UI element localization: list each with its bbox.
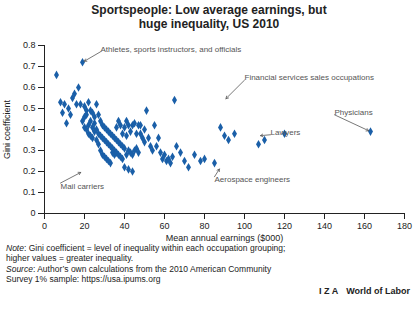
html-text:Source: Author’s own calculati: Source: Author’s own calculations from t… — [6, 264, 272, 284]
svg-text:0: 0 — [30, 208, 35, 218]
html-text:I Z A: I Z A — [319, 286, 339, 296]
svg-text:140: 140 — [317, 221, 332, 231]
svg-text:0.6: 0.6 — [23, 82, 36, 92]
svg-text:0.2: 0.2 — [23, 166, 36, 176]
svg-text:Aerospace engineers: Aerospace engineers — [215, 175, 291, 184]
svg-text:0.8: 0.8 — [23, 40, 36, 50]
svg-text:Mean annual earnings ($000): Mean annual earnings ($000) — [166, 233, 284, 243]
svg-text:Lawyers: Lawyers — [271, 128, 301, 137]
html-text:Note: Gini coefficient = level: Note: Gini coefficient = level of inequa… — [6, 243, 286, 263]
svg-text:Physicians: Physicians — [335, 108, 373, 117]
svg-text:Financial services sales occup: Financial services sales occupations — [245, 73, 374, 82]
svg-text:0.3: 0.3 — [23, 145, 36, 155]
svg-text:160: 160 — [357, 221, 372, 231]
svg-text:0.5: 0.5 — [23, 103, 36, 113]
svg-text:Mail carriers: Mail carriers — [61, 182, 105, 191]
svg-text:0.4: 0.4 — [23, 124, 36, 134]
svg-text:0.7: 0.7 — [23, 61, 36, 71]
html-text:World of Labor: World of Labor — [346, 286, 410, 296]
svg-text:20: 20 — [79, 221, 89, 231]
svg-text:100: 100 — [237, 221, 252, 231]
svg-text:120: 120 — [277, 221, 292, 231]
svg-text:0.1: 0.1 — [23, 187, 36, 197]
svg-text:60: 60 — [159, 221, 169, 231]
svg-text:Athletes, sports instructors,: Athletes, sports instructors, and offici… — [101, 45, 242, 54]
svg-text:40: 40 — [119, 221, 129, 231]
svg-text:Gini coefficient: Gini coefficient — [2, 100, 12, 159]
svg-text:0: 0 — [42, 221, 47, 231]
html-text:Sportspeople: Low average earn: Sportspeople: Low average earnings, but … — [91, 3, 327, 31]
svg-text:180: 180 — [397, 221, 412, 231]
svg-text:80: 80 — [199, 221, 209, 231]
